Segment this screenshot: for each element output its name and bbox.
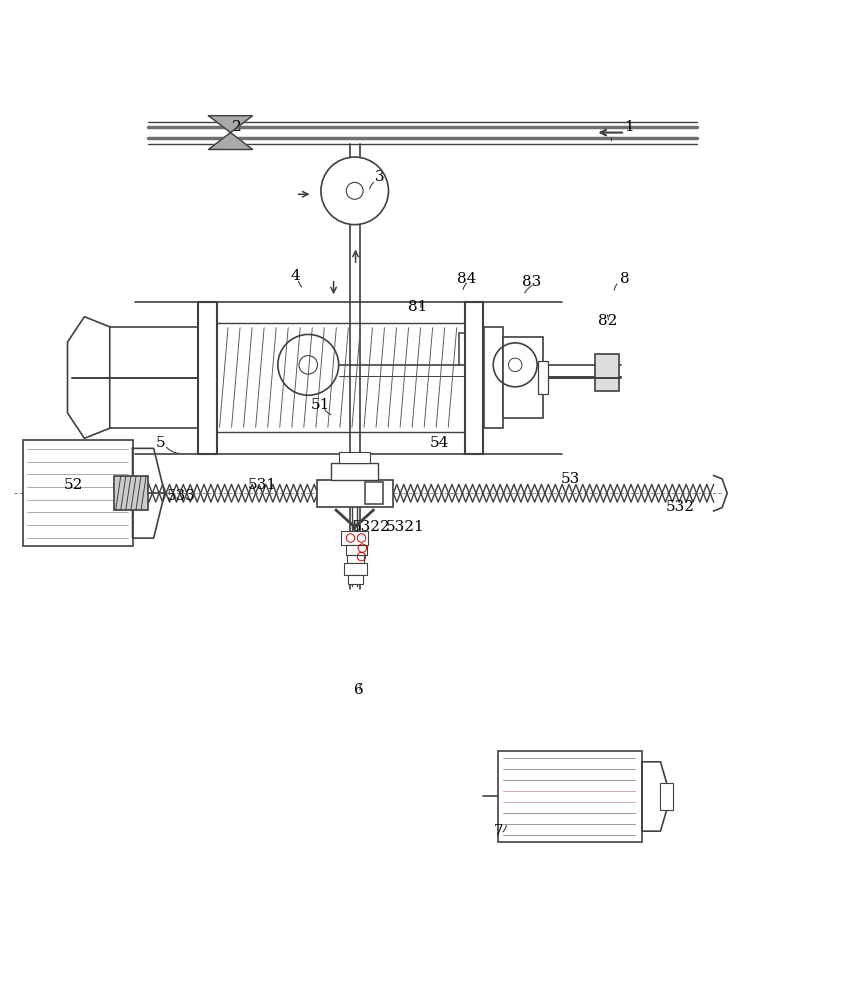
Text: 81: 81: [408, 300, 427, 314]
Bar: [348, 575, 363, 584]
Bar: [346, 545, 366, 555]
Bar: [347, 555, 364, 563]
Text: 3: 3: [375, 170, 384, 184]
Text: 51: 51: [311, 398, 331, 412]
Bar: [483, 327, 502, 428]
Bar: [498, 751, 642, 842]
Text: 82: 82: [598, 314, 617, 328]
Text: 5321: 5321: [386, 520, 424, 534]
Bar: [339, 452, 370, 463]
Text: 1: 1: [624, 120, 633, 134]
Text: 83: 83: [521, 275, 541, 289]
Bar: [114, 476, 147, 510]
Text: 53: 53: [560, 472, 579, 486]
Bar: [659, 783, 672, 810]
Text: 5: 5: [155, 436, 165, 450]
Text: 531: 531: [247, 478, 276, 492]
Text: 6: 6: [354, 683, 363, 697]
Text: 84: 84: [457, 272, 476, 286]
Bar: [365, 482, 383, 504]
Text: 533: 533: [167, 489, 196, 503]
Text: 5322: 5322: [352, 520, 390, 534]
Bar: [331, 463, 378, 480]
Bar: [502, 337, 543, 418]
Text: 54: 54: [429, 436, 448, 450]
Bar: [343, 563, 367, 575]
Bar: [341, 531, 368, 545]
Bar: [23, 440, 132, 546]
Bar: [464, 302, 482, 454]
Bar: [316, 480, 392, 507]
Text: 2: 2: [231, 120, 241, 134]
Text: 8: 8: [619, 272, 629, 286]
Text: 7: 7: [493, 824, 503, 838]
Text: 4: 4: [291, 269, 300, 283]
Text: 52: 52: [64, 478, 83, 492]
Polygon shape: [209, 116, 252, 149]
Bar: [538, 361, 548, 394]
Text: 532: 532: [665, 500, 694, 514]
Bar: [595, 354, 619, 391]
Bar: [199, 302, 216, 454]
